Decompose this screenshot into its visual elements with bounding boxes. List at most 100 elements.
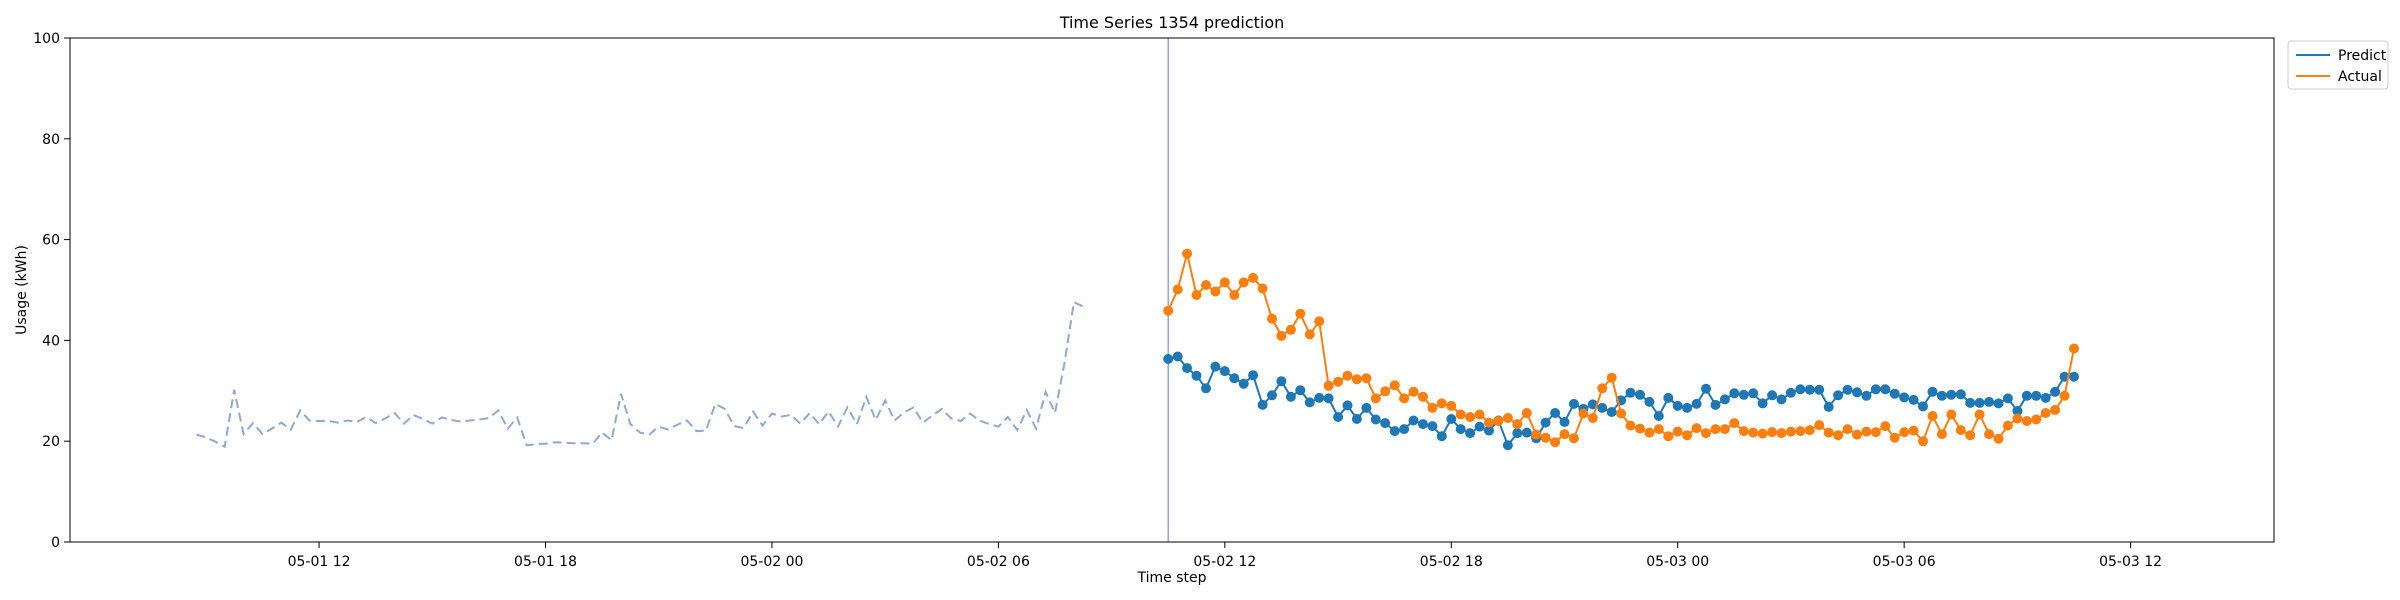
data-point-predict: [1229, 373, 1240, 384]
data-point-actual: [1455, 409, 1466, 420]
data-point-actual: [1804, 425, 1815, 436]
data-point-actual: [1295, 308, 1306, 319]
data-point-actual: [1229, 290, 1240, 300]
data-point-actual: [1201, 280, 1211, 290]
data-point-predict: [1351, 414, 1362, 424]
data-point-predict: [1748, 388, 1759, 399]
data-point-actual: [2040, 408, 2051, 418]
data-point-predict: [1333, 412, 1344, 422]
data-point-actual: [1738, 426, 1749, 437]
data-point-actual: [1955, 425, 1966, 436]
data-point-predict: [1427, 421, 1438, 432]
data-point-predict: [1899, 392, 1910, 403]
data-point-actual: [1276, 330, 1287, 341]
data-point-predict: [1738, 389, 1749, 400]
data-point-actual: [1238, 277, 1249, 288]
data-point-predict: [1757, 398, 1768, 409]
data-point-actual: [1833, 430, 1844, 441]
data-point-predict: [1644, 396, 1655, 407]
data-point-actual: [1635, 423, 1645, 434]
data-point-predict: [1974, 397, 1985, 408]
data-point-predict: [1729, 388, 1740, 399]
data-point-actual: [1776, 428, 1787, 439]
data-point-actual: [1285, 324, 1296, 335]
data-point-predict: [1172, 351, 1183, 362]
data-point-actual: [1795, 426, 1806, 437]
data-point-predict: [1965, 397, 1976, 408]
data-point-actual: [1248, 272, 1259, 283]
data-point-predict: [1936, 390, 1947, 401]
data-point-predict: [1484, 425, 1494, 436]
data-point-actual: [1974, 409, 1985, 420]
y-tick-label: 40: [42, 333, 60, 349]
x-tick-label: 05-02 06: [967, 554, 1030, 570]
data-point-actual: [1446, 400, 1457, 411]
data-point-predict: [1568, 398, 1579, 409]
data-point-actual: [1606, 372, 1617, 383]
x-tick-label: 05-02 12: [1193, 554, 1256, 570]
data-point-predict: [1219, 366, 1230, 377]
data-point-actual: [1399, 393, 1410, 404]
data-point-predict: [1446, 414, 1457, 424]
history-line: [196, 300, 1084, 449]
data-point-predict: [1927, 386, 1938, 397]
data-point-predict: [1399, 424, 1410, 435]
data-point-predict: [1550, 408, 1561, 418]
data-point-actual: [1163, 305, 1174, 316]
data-point-actual: [1578, 408, 1589, 419]
data-point-predict: [1474, 421, 1485, 432]
data-point-predict: [1502, 440, 1513, 451]
data-point-actual: [1342, 370, 1353, 381]
data-point-actual: [1361, 373, 1372, 384]
data-point-actual: [1757, 428, 1768, 439]
data-point-actual: [1691, 423, 1702, 434]
data-point-predict: [1993, 398, 2004, 409]
data-point-predict: [1389, 426, 1400, 437]
legend: Predict Actual: [2287, 40, 2389, 90]
history-layer: [196, 300, 1084, 449]
data-point-actual: [2069, 343, 2079, 354]
series-actual: [1163, 248, 2079, 448]
data-point-actual: [1672, 426, 1683, 437]
data-point-predict: [1823, 401, 1834, 412]
x-tick-label: 05-03 00: [1646, 554, 1709, 570]
data-point-actual: [1333, 376, 1344, 387]
data-point-actual: [1880, 421, 1891, 432]
data-point-predict: [1785, 387, 1796, 398]
data-point-predict: [1918, 401, 1928, 412]
data-point-predict: [2012, 406, 2023, 416]
data-point-predict: [1238, 378, 1249, 389]
data-point-predict: [1710, 399, 1721, 410]
data-point-predict: [1257, 399, 1268, 410]
data-point-predict: [1776, 394, 1787, 405]
data-point-actual: [1748, 427, 1759, 438]
data-point-predict: [1182, 363, 1193, 374]
data-point-predict: [1889, 388, 1900, 399]
data-point-actual: [1861, 426, 1872, 437]
data-point-predict: [2040, 392, 2051, 403]
data-point-actual: [1587, 413, 1598, 423]
data-point-actual: [1389, 380, 1400, 391]
y-tick-label: 0: [51, 535, 60, 551]
data-point-actual: [1597, 383, 1608, 394]
y-tick-label: 100: [33, 31, 60, 47]
data-point-predict: [1276, 376, 1287, 387]
data-point-actual: [1701, 428, 1711, 439]
data-point-actual: [2002, 420, 2013, 431]
data-point-actual: [1323, 380, 1334, 391]
data-point-actual: [1474, 409, 1485, 420]
data-point-actual: [1540, 432, 1551, 443]
data-point-actual: [1899, 427, 1910, 438]
data-point-actual: [1719, 424, 1730, 435]
data-point-actual: [1870, 427, 1881, 438]
data-point-predict: [2021, 390, 2032, 401]
data-point-actual: [1380, 386, 1391, 397]
data-point-actual: [1927, 411, 1938, 421]
data-point-predict: [1267, 390, 1277, 401]
data-point-predict: [2031, 390, 2042, 401]
data-point-actual: [1191, 290, 1202, 300]
data-point-actual: [2050, 405, 2061, 415]
data-point-predict: [1682, 402, 1693, 413]
data-point-predict: [1210, 361, 1221, 372]
